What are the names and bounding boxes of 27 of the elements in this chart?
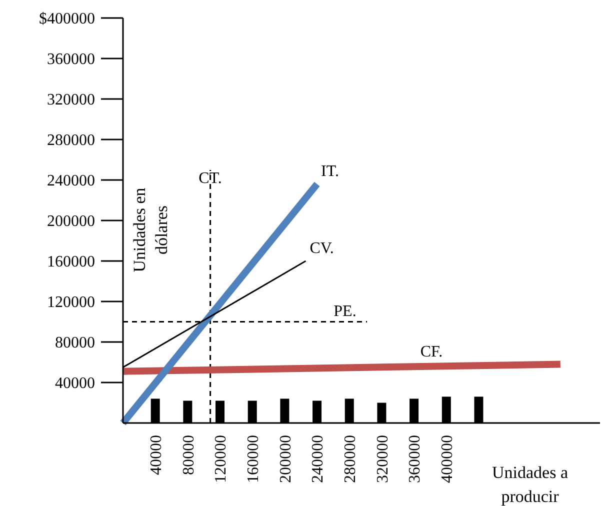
y-tick-label: 160000 [47,254,95,271]
x-tick-label: 280000 [342,435,359,483]
x-tick-label: 320000 [374,435,392,483]
x-axis-title: Unidades a producir [492,463,568,506]
y-tick-label: 200000 [47,213,95,230]
x-tick-label: 160000 [244,435,262,483]
x-tick-label: 360000 [406,435,424,483]
y-tick-label: 360000 [47,51,95,68]
x-tick-label: 400000 [438,435,456,483]
y-axis-title: Unidades en dólares [130,187,171,272]
x-tick-label: 200000 [277,435,294,483]
y-tick-label: 240000 [47,172,95,190]
x-tick-label: 40000 [148,435,165,475]
y-tick-label: $400000 [39,10,95,28]
x-tick-label: 240000 [310,435,327,483]
y-tick-label: 40000 [55,375,95,392]
y-tick-label: 280000 [47,132,95,150]
series-label: CV. [310,240,334,257]
ref-line-label: PE. [334,302,356,320]
y-tick-label: 120000 [47,294,95,312]
y-tick-label: 320000 [47,92,95,109]
ref-line-label: CT. [198,170,222,187]
y-tick-label: 80000 [55,334,95,352]
series-label: CF. [420,343,443,360]
series-label: IT. [321,163,339,180]
x-tick-label: 80000 [180,435,198,475]
x-tick-label: 120000 [212,435,230,483]
